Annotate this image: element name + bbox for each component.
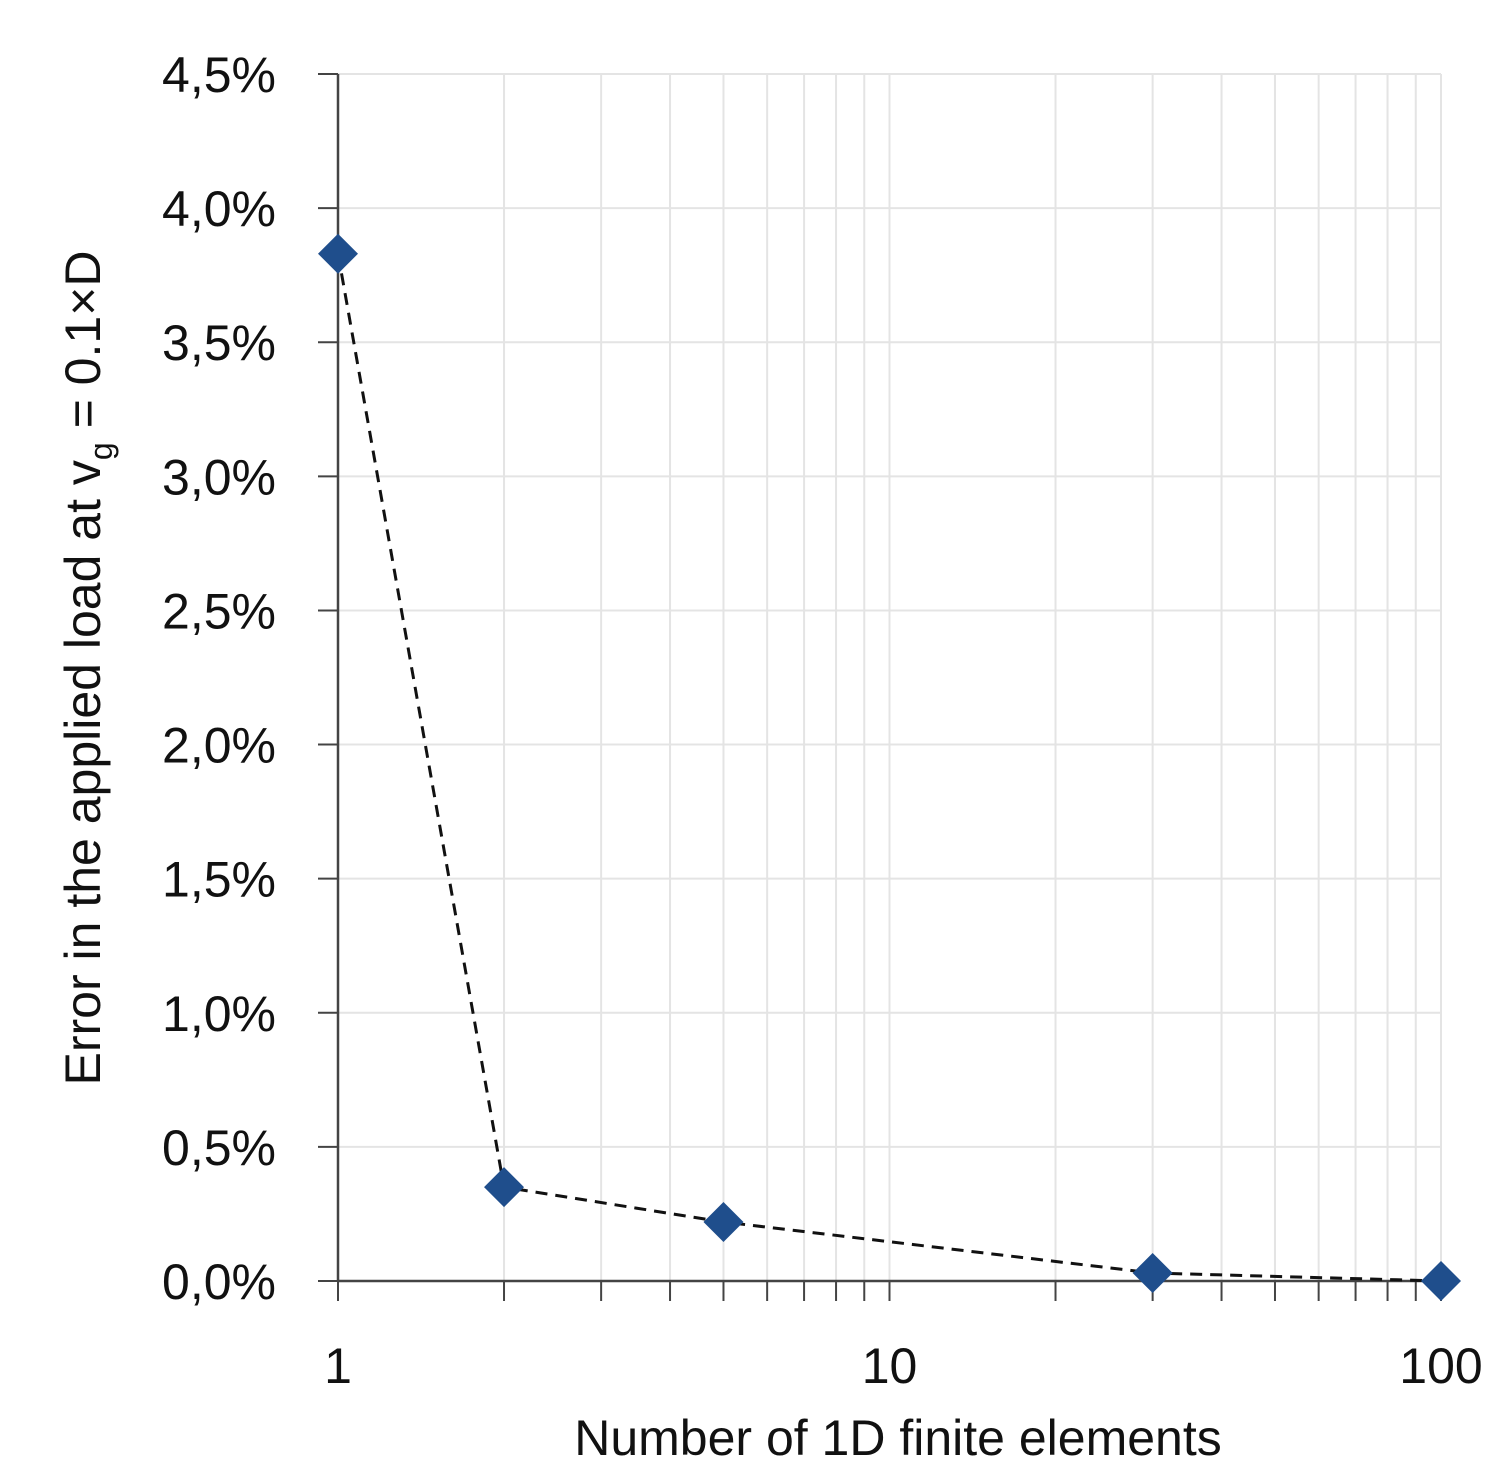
data-point-marker bbox=[484, 1167, 525, 1208]
y-axis-title: Error in the applied load at vg = 0.1×D bbox=[55, 251, 119, 1086]
y-tick-label: 2,5% bbox=[162, 583, 276, 639]
y-tick-label: 1,0% bbox=[162, 986, 276, 1042]
y-tick-label: 4,0% bbox=[162, 181, 276, 237]
y-tick-label: 0,5% bbox=[162, 1120, 276, 1176]
data-point-marker bbox=[1421, 1261, 1461, 1301]
x-axis-title: Number of 1D finite elements bbox=[574, 1410, 1222, 1466]
data-series bbox=[318, 233, 1461, 1301]
y-tick-label: 3,5% bbox=[162, 315, 276, 371]
x-tick-label: 1 bbox=[324, 1338, 352, 1394]
y-tick-label: 0,0% bbox=[162, 1254, 276, 1310]
y-tick-label: 4,5% bbox=[162, 47, 276, 103]
data-point-marker bbox=[703, 1201, 744, 1242]
data-point-marker bbox=[1132, 1252, 1173, 1293]
x-tick-label: 10 bbox=[862, 1338, 918, 1394]
grid-lines bbox=[338, 73, 1442, 1281]
y-tick-label: 1,5% bbox=[162, 852, 276, 908]
tick-labels: 0,0% 0,5% 1,0% 1,5% 2,0% 2,5% 3,0% 3,5% 4,0% 4,5%… bbox=[162, 47, 1483, 1394]
y-tick-label: 3,0% bbox=[162, 449, 276, 505]
x-tick-label: 100 bbox=[1399, 1338, 1482, 1394]
data-point-marker bbox=[318, 233, 358, 274]
axes bbox=[318, 73, 1442, 1301]
y-tick-label: 2,0% bbox=[162, 718, 276, 774]
